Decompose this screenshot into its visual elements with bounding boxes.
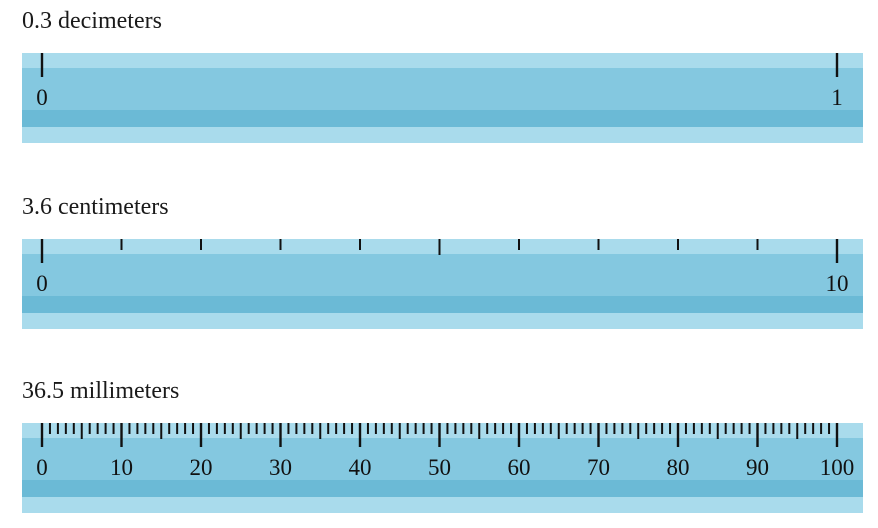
tick-label: 0 bbox=[36, 271, 48, 296]
tick-label: 40 bbox=[349, 455, 372, 480]
ruler-bottom-band bbox=[22, 313, 863, 329]
measurement-label-centimeters: 3.6 centimeters bbox=[22, 194, 169, 220]
tick-label: 0 bbox=[36, 455, 48, 480]
tick-label: 20 bbox=[190, 455, 213, 480]
ruler-bottom-band bbox=[22, 497, 863, 513]
tick-label: 50 bbox=[428, 455, 451, 480]
ruler-top-band bbox=[22, 423, 863, 438]
measurement-label-decimeters: 0.3 decimeters bbox=[22, 8, 162, 34]
tick-label: 30 bbox=[269, 455, 292, 480]
ruler-lower-band bbox=[22, 480, 863, 497]
tick-label: 0 bbox=[36, 85, 48, 110]
tick-label: 70 bbox=[587, 455, 610, 480]
measurement-label-millimeters: 36.5 millimeters bbox=[22, 378, 180, 404]
tick-label: 10 bbox=[110, 455, 133, 480]
ruler-top-band bbox=[22, 53, 863, 68]
tick-label: 90 bbox=[746, 455, 769, 480]
tick-label: 10 bbox=[826, 271, 849, 296]
tick-label: 60 bbox=[508, 455, 531, 480]
tick-label: 1 bbox=[831, 85, 843, 110]
ruler-bottom-band bbox=[22, 127, 863, 143]
ruler-centimeters: 0 10 bbox=[22, 239, 863, 329]
ruler-millimeters-graphic: 0 10 20 30 40 50 60 70 80 90 100 bbox=[22, 423, 863, 513]
ruler-centimeters-graphic: 0 10 bbox=[22, 239, 863, 329]
ruler-millimeters: 0 10 20 30 40 50 60 70 80 90 100 bbox=[22, 423, 863, 513]
ruler-top-band bbox=[22, 239, 863, 254]
tick-label: 80 bbox=[667, 455, 690, 480]
tick-label: 100 bbox=[820, 455, 855, 480]
ruler-lower-band bbox=[22, 296, 863, 313]
ruler-lower-band bbox=[22, 110, 863, 127]
